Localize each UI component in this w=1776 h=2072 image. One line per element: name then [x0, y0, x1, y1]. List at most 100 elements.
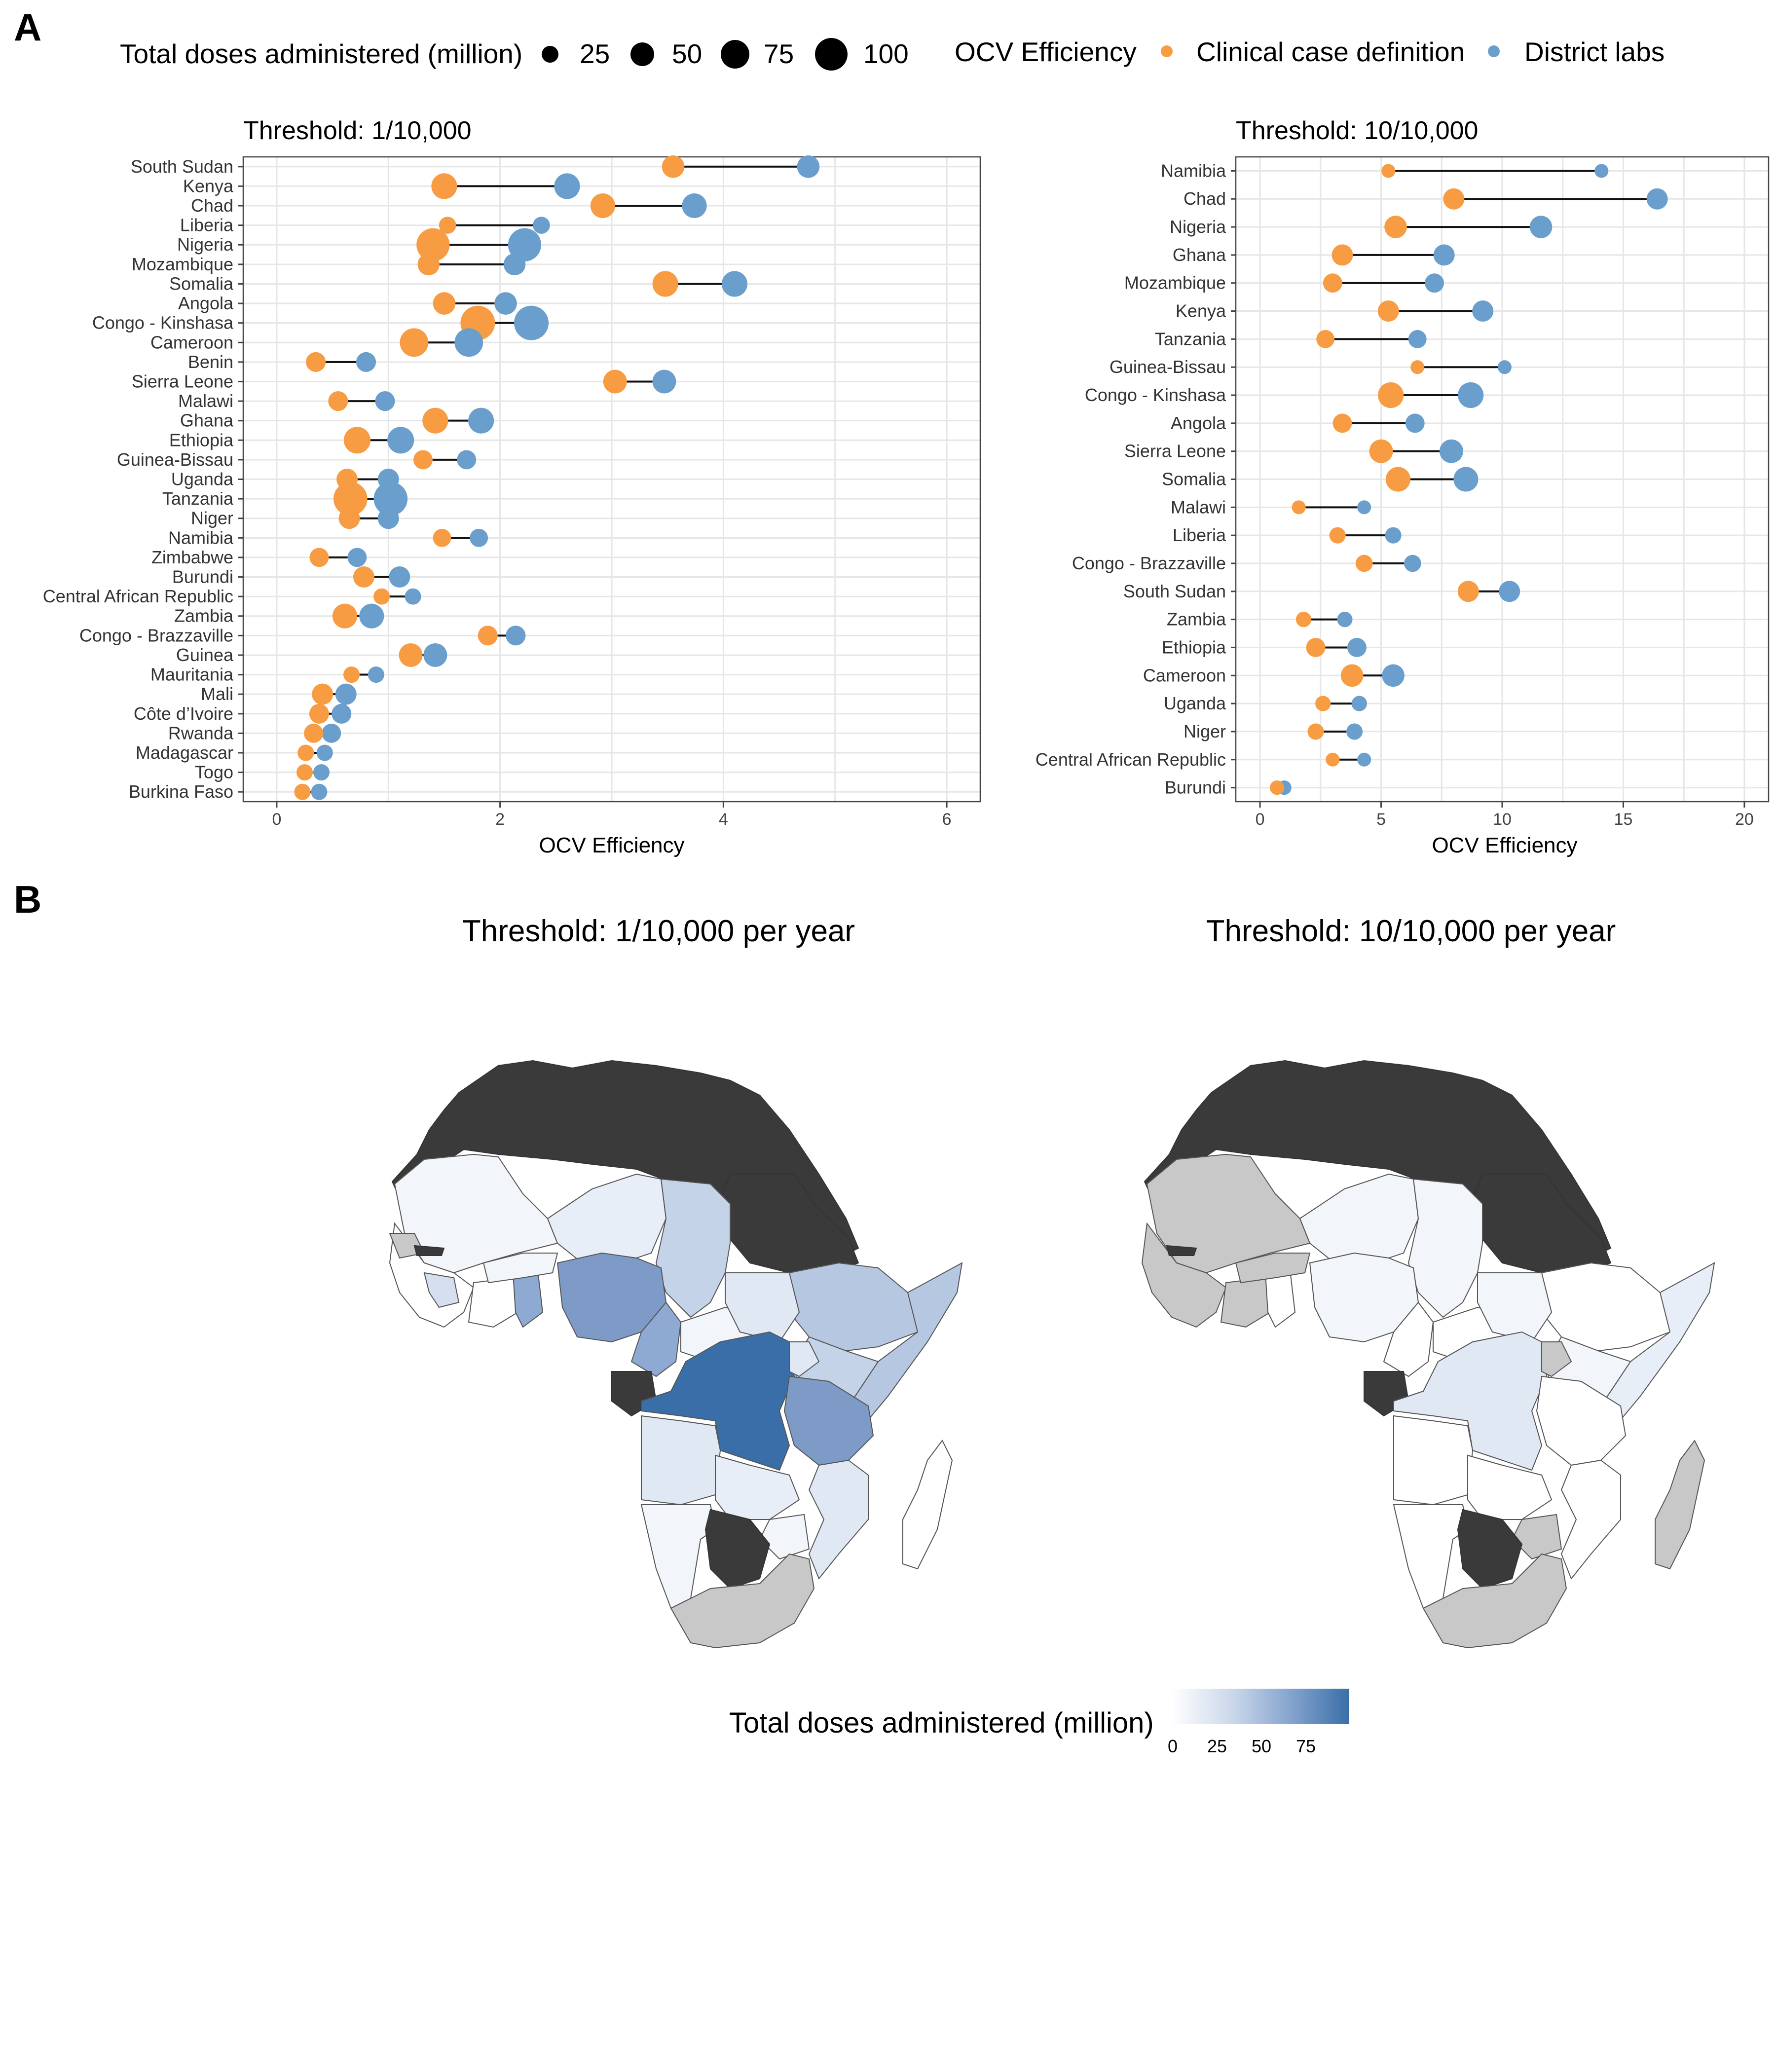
x-tick-label: 0: [1256, 810, 1265, 829]
point-district-labs: [468, 407, 494, 434]
x-tick-label: 20: [1735, 810, 1754, 829]
point-district-labs: [359, 603, 384, 629]
map-region-sierra-leone: [423, 1272, 460, 1308]
category-label: Zambia: [1167, 609, 1226, 629]
category-label: Congo - Kinshasa: [92, 313, 234, 333]
point-district-labs: [1458, 382, 1484, 408]
point-district-labs: [1351, 696, 1368, 711]
point-district-labs: [335, 683, 357, 705]
category-label: Burundi: [172, 567, 233, 587]
map-title-right: Threshold: 10/10,000 per year: [1206, 914, 1616, 948]
x-tick-label: 0: [272, 810, 281, 829]
map-region-south-africa: [670, 1553, 815, 1649]
point-district-labs: [514, 305, 549, 340]
category-label: Congo - Brazzaville: [79, 625, 233, 645]
point-clinical-case-definition: [1295, 611, 1312, 628]
point-district-labs: [1499, 581, 1520, 602]
point-clinical-case-definition: [1329, 527, 1346, 544]
point-clinical-case-definition: [422, 407, 448, 434]
map-region-gambia: [1166, 1245, 1197, 1256]
point-district-labs: [1337, 611, 1353, 628]
point-clinical-case-definition: [1316, 330, 1335, 348]
point-clinical-case-definition: [294, 783, 311, 800]
point-district-labs: [454, 328, 483, 357]
category-label: Ghana: [1173, 245, 1226, 265]
map-region-somalia: [1600, 1262, 1715, 1427]
category-label: Somalia: [1162, 469, 1226, 489]
x-axis-title: OCV Efficiency: [539, 833, 684, 857]
size-legend-key-50: [630, 42, 654, 66]
legend: Total doses administered (million) 25 50…: [120, 37, 1665, 71]
size-legend-label-100: 100: [863, 38, 909, 69]
point-clinical-case-definition: [1332, 413, 1352, 433]
point-clinical-case-definition: [297, 744, 314, 761]
point-district-labs: [1497, 360, 1512, 374]
map-region-uganda: [1541, 1341, 1572, 1377]
category-label: Mozambique: [132, 254, 233, 274]
category-label: Angola: [178, 293, 234, 313]
category-label: Kenya: [1176, 301, 1226, 321]
category-label: Central African Republic: [43, 586, 233, 606]
point-clinical-case-definition: [1369, 439, 1393, 463]
africa-map-left: [389, 1060, 963, 1649]
point-district-labs: [316, 744, 333, 761]
map-region-drc: [1393, 1331, 1548, 1471]
category-label: Tanzania: [1155, 329, 1226, 349]
point-district-labs: [1357, 500, 1371, 515]
point-district-labs: [1347, 638, 1367, 657]
point-clinical-case-definition: [1332, 244, 1353, 266]
point-clinical-case-definition: [343, 666, 360, 683]
point-district-labs: [1439, 439, 1463, 463]
point-district-labs: [554, 173, 580, 199]
map-region-botswana: [704, 1509, 771, 1590]
point-district-labs: [377, 508, 399, 529]
size-legend-key-100: [815, 38, 848, 71]
point-clinical-case-definition: [1378, 382, 1404, 408]
point-clinical-case-definition: [652, 271, 678, 297]
category-label: Niger: [1184, 721, 1226, 741]
category-label: Côte d’Ivoire: [134, 703, 233, 724]
map-region-cameroon: [1383, 1301, 1434, 1377]
point-district-labs: [1529, 216, 1553, 238]
category-label: Burundi: [1165, 777, 1226, 798]
point-district-labs: [313, 764, 330, 781]
point-district-labs: [797, 155, 820, 178]
point-district-labs: [721, 271, 748, 297]
point-clinical-case-definition: [478, 626, 498, 646]
size-legend-key-75: [721, 40, 749, 69]
category-label: Chad: [1184, 188, 1226, 209]
point-clinical-case-definition: [413, 450, 433, 470]
map-region-senegal-guinea: [1141, 1222, 1227, 1328]
point-clinical-case-definition: [373, 588, 390, 605]
point-clinical-case-definition: [1292, 500, 1306, 515]
category-label: Sierra Leone: [132, 371, 233, 391]
point-district-labs: [470, 528, 488, 547]
map-region-somalia: [848, 1262, 963, 1427]
colorbar-tick-25: 25: [1207, 1736, 1227, 1756]
dumbbell-chart-threshold-1: Threshold: 1/10,000 OCV Efficiency 0 2 4 6 S…: [43, 116, 981, 857]
point-clinical-case-definition: [1385, 467, 1410, 492]
point-district-labs: [1646, 188, 1668, 210]
panel-a-label: A: [14, 5, 41, 49]
map-region-south-africa: [1422, 1553, 1567, 1649]
map-region-angola: [1393, 1415, 1474, 1506]
color-legend-key-clinical: [1161, 45, 1173, 57]
point-clinical-case-definition: [433, 292, 456, 315]
x-tick-label: 5: [1376, 810, 1386, 829]
map-region-namibia: [1393, 1504, 1469, 1609]
point-district-labs: [652, 370, 676, 394]
category-label: Congo - Brazzaville: [1072, 553, 1226, 573]
chart-title: Threshold: 1/10,000: [243, 116, 472, 145]
point-clinical-case-definition: [306, 352, 326, 372]
category-label: Liberia: [180, 215, 234, 235]
point-district-labs: [1433, 244, 1455, 266]
map-region-cameroon: [630, 1301, 682, 1377]
point-clinical-case-definition: [353, 566, 374, 588]
point-district-labs: [503, 253, 526, 276]
category-label: Somalia: [169, 273, 234, 294]
color-legend-label-clinical: Clinical case definition: [1196, 37, 1465, 67]
category-label: Rwanda: [168, 723, 234, 743]
point-district-labs: [1385, 527, 1402, 544]
map-region-angola: [641, 1415, 721, 1506]
map-region-drc: [641, 1331, 795, 1471]
